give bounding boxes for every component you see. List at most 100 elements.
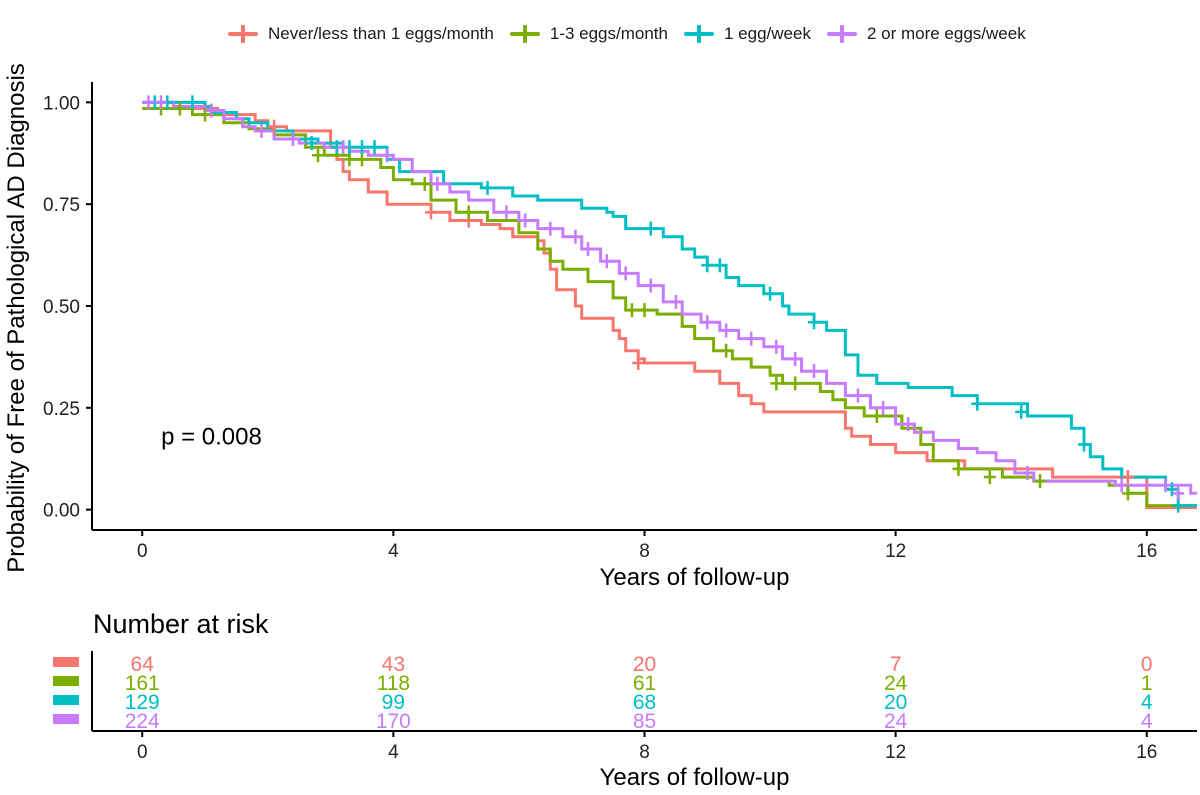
censor-mark — [418, 176, 431, 191]
km-censor-marks — [142, 95, 1185, 513]
legend-label-1-week: 1 egg/week — [724, 24, 811, 43]
y-axis-ticks: 0.00 0.25 0.50 0.75 1.00 — [43, 93, 92, 522]
censor-mark — [355, 152, 368, 167]
censor-mark — [745, 331, 758, 346]
km-curves — [142, 100, 1197, 510]
legend-item-1-week: 1 egg/week — [682, 24, 811, 44]
risk-row-color-key — [53, 657, 79, 667]
p-value-annotation: p = 0.008 — [161, 423, 262, 450]
censor-mark — [644, 278, 657, 293]
censor-mark — [1015, 404, 1028, 419]
legend-key-1-3-month — [508, 24, 542, 44]
censor-mark — [720, 343, 733, 358]
censor-mark — [632, 356, 645, 371]
censor-mark — [902, 417, 915, 432]
km-plot: 0.00 0.25 0.50 0.75 1.00 0 4 8 12 16 Probability… — [3, 63, 1197, 591]
risk-table-title: Number at risk — [93, 609, 269, 639]
censor-mark — [1172, 486, 1185, 501]
risk-row-color-key — [53, 695, 79, 705]
censor-mark — [644, 221, 657, 236]
censor-mark — [500, 205, 513, 220]
censor-mark — [983, 470, 996, 485]
censor-mark — [877, 400, 890, 415]
km-curve-series-3 — [142, 100, 1197, 508]
censor-mark — [305, 136, 318, 151]
risk-count: 20 — [633, 653, 656, 676]
censor-mark — [312, 148, 325, 163]
censor-mark — [619, 266, 632, 281]
censor-mark — [425, 205, 438, 220]
risk-row-color-key — [53, 676, 79, 686]
km-curve-series-4 — [142, 100, 1197, 495]
censor-mark — [569, 229, 582, 244]
censor-mark — [1172, 498, 1185, 513]
y-tick-label: 0.00 — [43, 501, 80, 522]
censor-mark — [462, 205, 475, 220]
censor-mark — [355, 140, 368, 155]
censor-mark — [205, 103, 218, 118]
censor-mark — [268, 119, 281, 134]
censor-mark — [368, 140, 381, 155]
x-tick-label: 0 — [137, 541, 148, 562]
censor-mark — [173, 101, 186, 116]
y-axis-title: Probability of Free of Pathological AD D… — [3, 63, 30, 573]
risk-table-counts: 64 43 20 7 0 161 118 61 24 1 129 99 68 20 4 224 170 85 24 4 — [125, 653, 1153, 733]
risk-table-color-keys — [53, 657, 79, 724]
censor-mark — [808, 364, 821, 379]
risk-count: 161 — [125, 672, 160, 695]
risk-count: 20 — [884, 691, 907, 714]
risk-count: 4 — [1141, 710, 1153, 733]
censor-mark — [155, 95, 168, 110]
legend: Never/less than 1 eggs/month 1-3 eggs/mo… — [226, 20, 1040, 48]
censor-mark — [1159, 478, 1172, 493]
censor-mark — [638, 303, 651, 318]
risk-count: 43 — [382, 653, 405, 676]
censor-mark — [1165, 482, 1178, 497]
censor-mark — [851, 388, 864, 403]
censor-mark — [870, 408, 883, 423]
risk-count: 99 — [382, 691, 405, 714]
censor-mark — [519, 213, 532, 228]
censor-mark — [952, 461, 965, 476]
censor-mark — [431, 176, 444, 191]
censor-mark — [764, 286, 777, 301]
risk-row-color-key — [53, 714, 79, 724]
risk-count: 4 — [1141, 691, 1153, 714]
y-tick-label: 1.00 — [43, 93, 80, 114]
censor-mark — [625, 303, 638, 318]
censor-mark — [669, 294, 682, 309]
censor-mark — [286, 132, 299, 147]
km-curve-series-1 — [142, 100, 1197, 510]
censor-mark — [1077, 437, 1090, 452]
y-tick-label: 0.25 — [43, 399, 80, 420]
censor-mark — [1115, 478, 1128, 493]
risk-count: 68 — [633, 691, 656, 714]
legend-item-never: Never/less than 1 eggs/month — [226, 24, 494, 44]
censor-mark — [1034, 474, 1047, 489]
risk-x-tick-label: 8 — [639, 742, 650, 763]
risk-x-tick-label: 0 — [137, 742, 148, 763]
risk-table-x-axis-ticks: 0 4 8 12 16 — [137, 731, 1157, 763]
risk-count: 7 — [890, 653, 902, 676]
risk-count: 61 — [633, 672, 656, 695]
legend-key-2-plus-week — [825, 24, 859, 44]
censor-mark — [1021, 465, 1034, 480]
legend-key-1-week — [682, 24, 716, 44]
censor-mark — [199, 107, 212, 122]
risk-count: 129 — [125, 691, 160, 714]
censor-mark — [770, 376, 783, 391]
x-tick-label: 8 — [639, 541, 650, 562]
censor-mark — [1121, 486, 1134, 501]
risk-count: 85 — [633, 710, 656, 733]
censor-mark — [701, 258, 714, 273]
legend-label-2-plus-week: 2 or more eggs/week — [866, 24, 1026, 43]
censor-mark — [544, 221, 557, 236]
censor-mark — [381, 148, 394, 163]
censor-mark — [337, 140, 350, 155]
risk-count: 64 — [131, 653, 155, 676]
risk-x-tick-label: 4 — [388, 742, 399, 763]
y-tick-label: 0.75 — [43, 195, 80, 216]
risk-count: 24 — [884, 710, 908, 733]
censor-mark — [808, 315, 821, 330]
